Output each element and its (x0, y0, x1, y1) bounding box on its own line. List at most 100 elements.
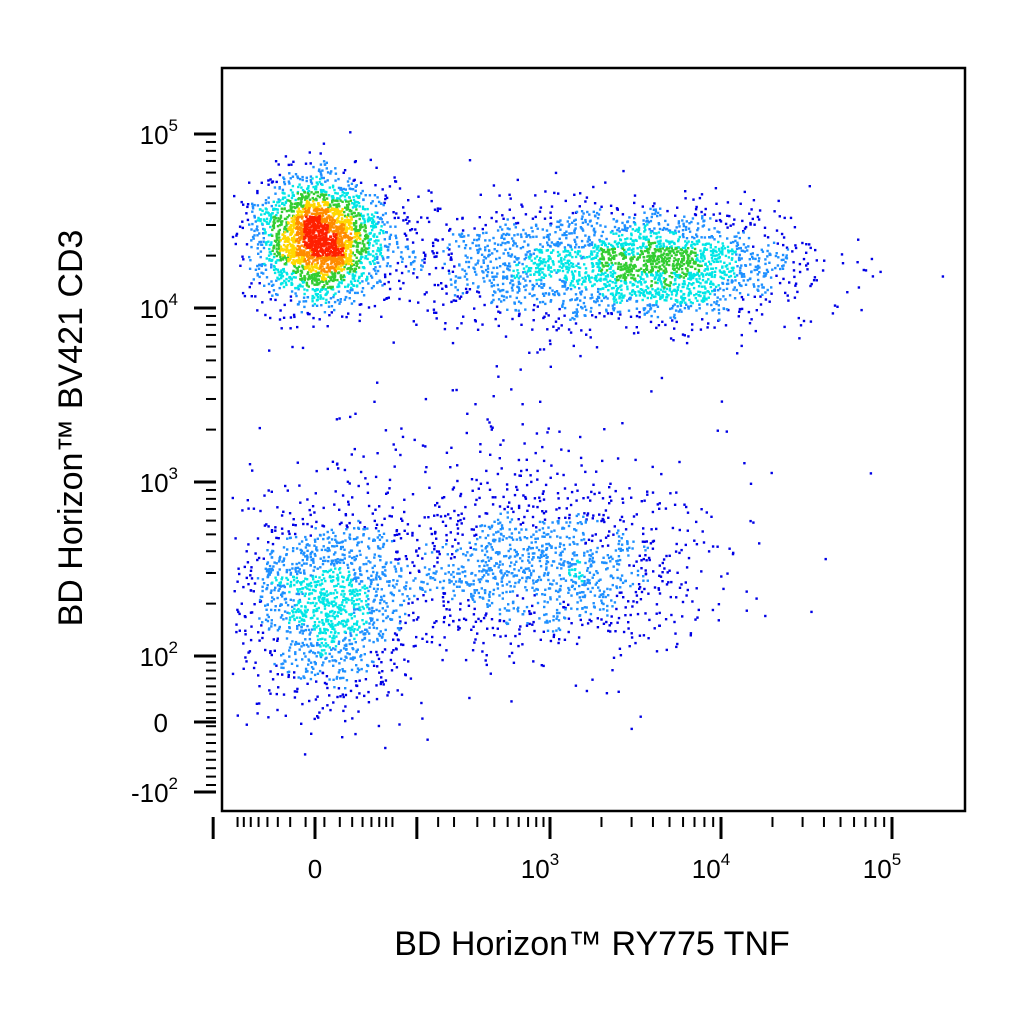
event-dot (615, 594, 619, 598)
event-dot (502, 439, 505, 442)
event-dot (336, 285, 339, 289)
event-dot (346, 563, 349, 567)
event-dot (768, 261, 771, 264)
event-dot (516, 488, 519, 491)
event-dot (432, 571, 435, 575)
event-dot (248, 255, 251, 259)
event-dot (383, 273, 387, 276)
event-dot (270, 619, 273, 622)
event-dot (335, 561, 339, 565)
event-dot (300, 605, 303, 608)
event-dot (271, 568, 274, 572)
event-dot (567, 524, 571, 528)
event-dot (318, 620, 321, 624)
event-dot (656, 503, 659, 506)
event-dot (328, 694, 331, 697)
event-dot (297, 623, 301, 627)
event-dot (508, 580, 511, 584)
event-dot (355, 194, 358, 197)
event-dot (546, 572, 550, 576)
event-dot (661, 571, 664, 574)
event-dot (385, 616, 388, 620)
event-dot (758, 257, 761, 260)
event-dot (299, 583, 303, 586)
event-dot (547, 238, 551, 241)
event-dot (502, 574, 505, 577)
event-dot (606, 297, 609, 300)
event-dot (502, 252, 505, 255)
event-dot (385, 539, 389, 542)
event-dot (625, 229, 628, 232)
event-dot (691, 600, 694, 603)
event-dot (334, 624, 337, 627)
event-dot (514, 226, 517, 229)
event-dot (687, 335, 690, 338)
event-dot (687, 556, 691, 560)
event-dot (615, 301, 619, 304)
event-dot (335, 635, 338, 638)
event-dot (559, 258, 563, 261)
event-dot (270, 589, 273, 592)
event-dot (555, 608, 559, 612)
event-dot (524, 495, 527, 499)
event-dot (304, 605, 307, 608)
event-dot (352, 179, 355, 182)
event-dot (480, 587, 483, 590)
event-dot (310, 732, 313, 735)
event-dot (673, 503, 677, 506)
event-dot (647, 592, 650, 595)
event-dot (610, 499, 613, 502)
event-dot (360, 272, 363, 276)
event-dot (702, 541, 706, 544)
event-dot (474, 263, 477, 266)
event-dot (456, 288, 459, 292)
event-dot (637, 583, 641, 586)
event-dot (715, 250, 718, 254)
event-dot (342, 639, 345, 642)
event-dot (312, 569, 315, 572)
event-dot (509, 590, 512, 593)
event-dot (489, 557, 493, 560)
event-dot (700, 299, 703, 302)
event-dot (306, 587, 309, 590)
event-dot (241, 291, 245, 295)
event-dot (505, 570, 508, 573)
event-dot (287, 530, 290, 533)
event-dot (404, 555, 408, 558)
event-dot (554, 231, 557, 234)
event-dot (456, 464, 459, 467)
event-dot (552, 633, 556, 637)
event-dot (342, 695, 345, 699)
event-dot (612, 309, 615, 312)
event-dot (729, 224, 732, 227)
event-dot (558, 638, 561, 641)
event-dot (356, 536, 359, 539)
event-dot (408, 597, 411, 601)
event-dot (391, 611, 395, 614)
event-dot (515, 574, 519, 577)
event-dot (751, 255, 754, 259)
event-dot (283, 182, 287, 186)
event-dot (361, 207, 365, 211)
event-dot (621, 213, 625, 216)
event-dot (256, 712, 259, 715)
event-dot (245, 212, 248, 215)
event-dot (696, 228, 699, 232)
event-dot (319, 654, 322, 657)
event-dot (392, 341, 395, 344)
event-dot (297, 590, 300, 593)
event-dot (431, 241, 435, 245)
event-dot (346, 480, 350, 483)
event-dot (585, 196, 589, 199)
event-dot (396, 627, 400, 630)
event-dot (264, 648, 267, 652)
event-dot (594, 533, 597, 536)
event-dot (235, 234, 238, 237)
event-dot (486, 264, 489, 268)
event-dot (241, 255, 244, 258)
event-dot (782, 258, 785, 261)
event-dot (510, 536, 513, 539)
event-dot (603, 428, 606, 431)
event-dot (587, 235, 591, 239)
event-dot (482, 259, 485, 262)
